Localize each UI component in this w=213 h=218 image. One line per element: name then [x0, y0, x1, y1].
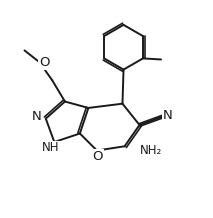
- Text: O: O: [39, 56, 49, 69]
- Text: NH₂: NH₂: [140, 144, 162, 157]
- Text: N: N: [32, 110, 42, 123]
- Text: O: O: [93, 150, 103, 163]
- Text: N: N: [163, 109, 173, 122]
- Text: NH: NH: [42, 141, 60, 155]
